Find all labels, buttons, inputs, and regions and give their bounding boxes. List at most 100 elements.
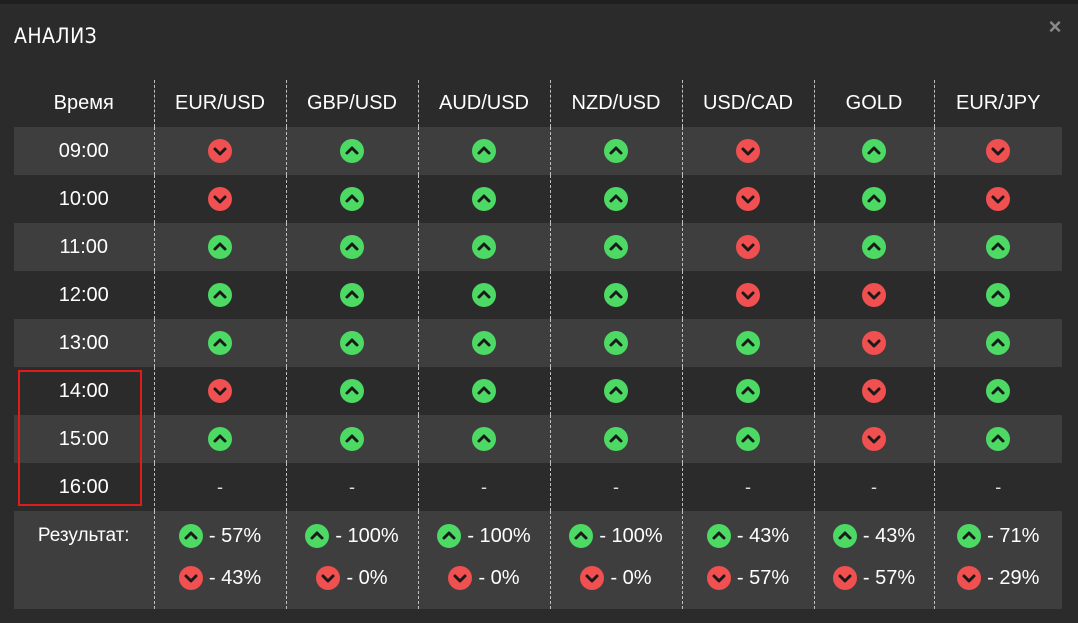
no-signal-dash: -: [871, 476, 877, 497]
arrow-up-icon: [986, 331, 1011, 355]
arrow-down-icon: [208, 379, 232, 403]
arrow-up-icon: [472, 427, 496, 451]
arrow-up-icon: [604, 235, 628, 259]
arrow-down-icon: [178, 566, 203, 590]
signal-cell: [813, 223, 934, 271]
arrow-down-icon: [862, 427, 886, 451]
signal-cell: -: [813, 463, 934, 511]
signal-cell: [417, 175, 550, 223]
signal-cell: [285, 319, 418, 367]
arrow-up-icon: [862, 235, 886, 259]
arrow-down-icon: [862, 283, 886, 307]
signal-cell: [549, 127, 682, 175]
arrow-up-icon: [604, 139, 628, 163]
column-header: EUR/USD: [153, 80, 286, 127]
arrow-up-icon: [208, 331, 232, 355]
arrow-down-icon: [736, 139, 760, 163]
signal-cell: [813, 175, 934, 223]
signal-cell: [813, 127, 934, 175]
signal-cell: [933, 223, 1062, 271]
signal-cell: [933, 175, 1062, 223]
result-up-percent: - 100%: [599, 524, 663, 547]
column-header: NZD/USD: [549, 80, 682, 127]
arrow-down-icon: [957, 566, 982, 590]
arrow-up-icon: [736, 427, 760, 451]
result-up-percent: - 71%: [987, 524, 1040, 547]
time-cell: 13:00: [14, 319, 154, 367]
arrow-up-icon: [305, 524, 330, 548]
arrow-down-icon: [706, 566, 731, 590]
arrow-up-icon: [957, 524, 982, 548]
arrow-up-icon: [604, 283, 628, 307]
no-signal-dash: -: [745, 476, 751, 497]
time-cell: 15:00: [14, 415, 154, 463]
signal-cell: [933, 127, 1062, 175]
arrow-up-icon: [437, 524, 462, 548]
result-down-line: - 43%: [155, 557, 286, 599]
time-cell: 14:00: [14, 367, 154, 415]
no-signal-dash: -: [349, 476, 355, 497]
time-cell: 10:00: [14, 175, 154, 223]
signal-cell: [153, 223, 286, 271]
result-up-line: - 100%: [287, 515, 418, 557]
signal-cell: [417, 223, 550, 271]
header-row: Время EUR/USD GBP/USD AUD/USD NZD/USD US…: [14, 80, 1062, 127]
result-up-line: - 43%: [683, 515, 814, 557]
no-signal-dash: -: [613, 476, 619, 497]
signal-cell: [417, 319, 550, 367]
signal-cell: [549, 271, 682, 319]
analysis-table: Время EUR/USD GBP/USD AUD/USD NZD/USD US…: [14, 80, 1062, 609]
signal-cell: -: [417, 463, 550, 511]
arrow-up-icon: [706, 524, 731, 548]
arrow-up-icon: [736, 331, 760, 355]
arrow-up-icon: [340, 283, 364, 307]
signal-cell: [549, 319, 682, 367]
result-up-line: - 57%: [155, 515, 286, 557]
result-up-line: - 100%: [419, 515, 550, 557]
column-header: AUD/USD: [417, 80, 550, 127]
arrow-up-icon: [832, 524, 857, 548]
arrow-up-icon: [208, 427, 232, 451]
signal-cell: [285, 127, 418, 175]
arrow-down-icon: [208, 139, 232, 163]
arrow-down-icon: [736, 235, 760, 259]
arrow-down-icon: [580, 566, 605, 590]
result-down-percent: - 0%: [610, 566, 652, 589]
table-row: 10:00: [14, 175, 1062, 223]
arrow-down-icon: [448, 566, 473, 590]
arrow-up-icon: [340, 235, 364, 259]
result-down-line: - 0%: [287, 557, 418, 599]
signal-cell: [549, 367, 682, 415]
arrow-up-icon: [862, 187, 886, 211]
arrow-up-icon: [569, 524, 594, 548]
signal-cell: [813, 367, 934, 415]
signal-cell: [285, 271, 418, 319]
dialog-title: АНАЛИЗ: [14, 24, 98, 48]
arrow-up-icon: [472, 139, 496, 163]
signal-cell: [933, 319, 1062, 367]
arrow-down-icon: [316, 566, 341, 590]
table-row: 14:00: [14, 367, 1062, 415]
result-down-percent: - 57%: [736, 566, 790, 589]
arrow-down-icon: [862, 331, 886, 355]
result-up-percent: - 43%: [862, 524, 916, 547]
signal-cell: [933, 271, 1062, 319]
close-icon[interactable]: ×: [1048, 14, 1062, 39]
arrow-up-icon: [340, 139, 364, 163]
result-label: Результат:: [37, 525, 130, 546]
time-cell: 12:00: [14, 271, 154, 319]
signal-cell: -: [681, 463, 814, 511]
signal-cell: [549, 223, 682, 271]
time-header: Время: [53, 92, 114, 114]
signal-cell: [681, 319, 814, 367]
no-signal-dash: -: [995, 476, 1002, 497]
arrow-up-icon: [208, 283, 232, 307]
result-up-line: - 100%: [551, 515, 682, 557]
table-row: 09:00: [14, 127, 1062, 175]
signal-cell: -: [153, 463, 286, 511]
result-down-percent: - 29%: [987, 566, 1040, 589]
arrow-down-icon: [862, 379, 886, 403]
signal-cell: [417, 271, 550, 319]
arrow-up-icon: [986, 379, 1011, 403]
signal-cell: [153, 271, 286, 319]
